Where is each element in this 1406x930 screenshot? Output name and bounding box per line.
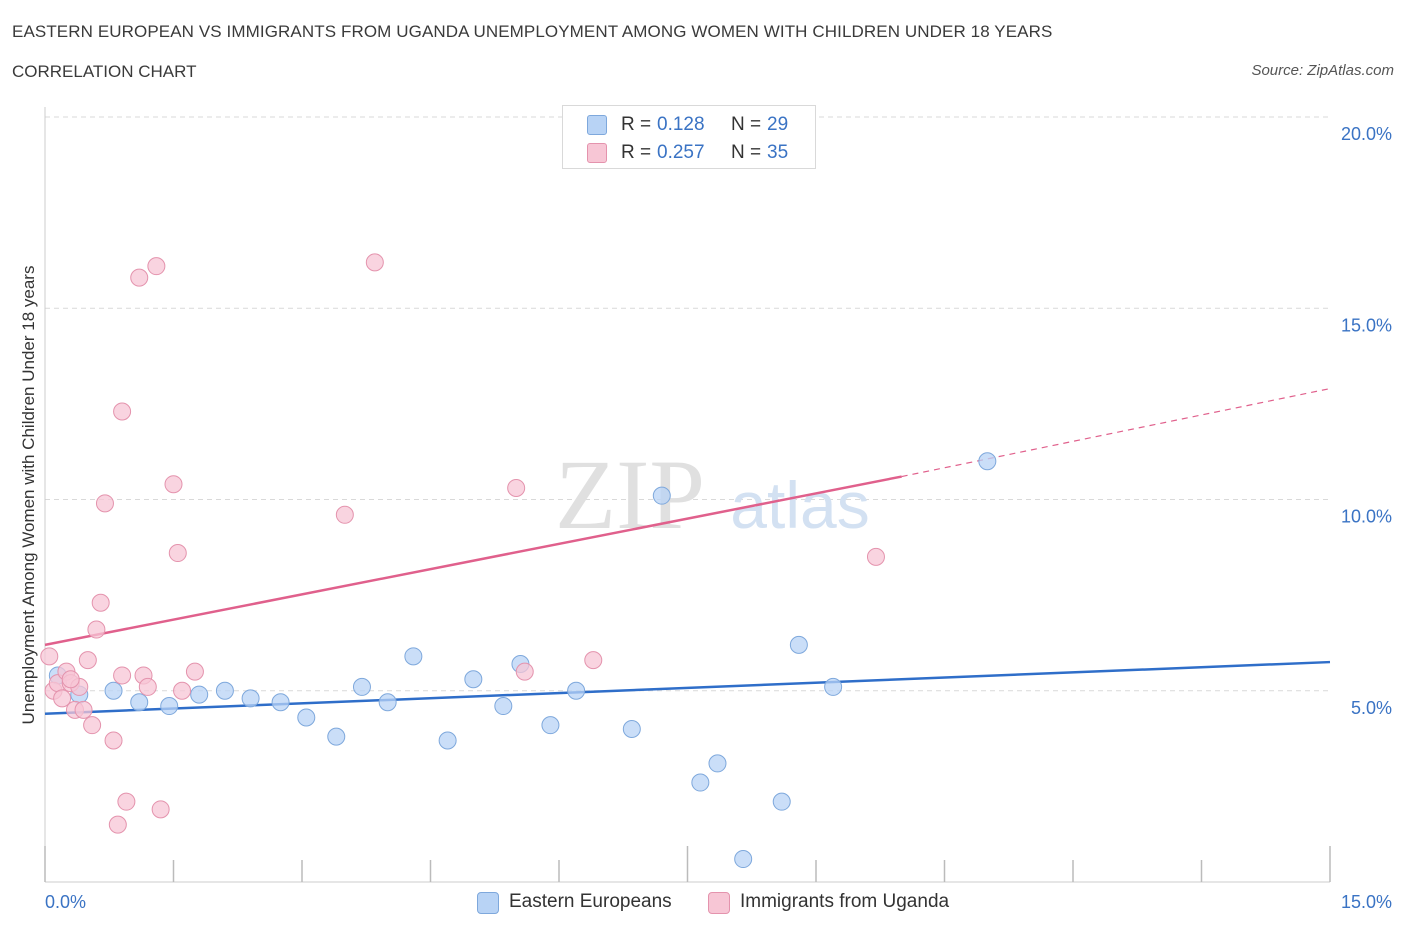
stats-legend: R = 0.128 N = 29 R = 0.257 N = 35 [562,105,816,169]
point-eastern-european [464,670,483,689]
point-uganda [515,662,534,681]
point-eastern-european [691,773,710,792]
point-uganda [584,651,603,670]
point-eastern-european [772,792,791,811]
legend-r-value: 0.128 [657,114,705,135]
point-uganda [83,716,102,735]
source-label: Source: ZipAtlas.com [1251,62,1394,79]
y-tick-label: 20.0% [1341,124,1392,144]
point-uganda [104,731,123,750]
point-uganda [53,689,72,708]
trend-lines [44,387,1331,715]
chart-title: EASTERN EUROPEAN VS IMMIGRANTS FROM UGAN… [12,22,1053,41]
point-uganda [113,666,132,685]
point-eastern-european [130,693,149,712]
point-eastern-european [271,693,290,712]
point-eastern-european [352,677,371,696]
point-uganda [365,253,384,272]
y-tick-label: 5.0% [1351,698,1392,718]
point-uganda [168,544,187,563]
point-uganda [74,700,93,719]
point-eastern-european [978,452,997,471]
point-uganda [173,681,192,700]
point-eastern-european [567,681,586,700]
legend-r-value: 0.257 [657,142,705,163]
point-eastern-european [327,727,346,746]
legend-swatch-pink [587,143,607,163]
point-eastern-european [652,486,671,505]
watermark: ZIP atlas [555,439,870,550]
watermark-zip: ZIP [555,439,705,550]
trend-line-eastern-european [44,660,1331,715]
point-eastern-european [708,754,727,773]
legend-label: Eastern Europeans [509,891,672,912]
trend-line-uganda [44,475,902,647]
point-eastern-european [104,681,123,700]
point-uganda [147,257,166,276]
legend-n-value: 29 [767,114,789,135]
legend-swatch-blue [587,115,607,135]
legend-swatch-pink [708,892,730,914]
legend-n-value: 35 [767,142,789,163]
point-uganda [130,268,149,287]
point-uganda [507,479,526,498]
trend-line-uganda-projection [901,387,1331,478]
point-eastern-european [622,720,641,738]
point-uganda [185,662,204,681]
point-eastern-european [404,647,423,666]
point-eastern-european [541,716,560,735]
point-uganda [164,475,183,494]
chart-subtitle: CORRELATION CHART [12,62,197,81]
legend-r-label: R = [621,114,652,135]
point-uganda [113,402,132,421]
point-uganda [95,494,114,513]
data-points [40,253,997,869]
point-uganda [335,505,354,524]
x-tick-label: 15.0% [1341,892,1392,912]
point-uganda [108,815,127,834]
x-tick-label: 0.0% [45,892,86,912]
point-eastern-european [241,689,260,708]
point-uganda [61,670,80,689]
y-axis-label: Unemployment Among Women with Children U… [19,266,38,725]
point-uganda [78,651,97,670]
point-eastern-european [190,685,209,704]
point-uganda [91,593,110,612]
point-uganda [866,547,885,566]
legend-n-label: N = [731,142,762,163]
point-uganda [151,800,170,819]
point-eastern-european [438,731,457,750]
point-uganda [87,620,106,639]
point-uganda [117,792,136,811]
axes [44,107,1331,883]
point-eastern-european [789,635,808,654]
legend-label: Immigrants from Uganda [740,891,950,912]
point-uganda [40,647,59,666]
legend-swatch-blue [477,892,499,914]
point-eastern-european [297,708,316,727]
point-eastern-european [160,697,179,716]
y-tick-label: 10.0% [1341,507,1392,527]
tick-labels: 5.0% 10.0% 15.0% 20.0% 0.0% 15.0% [45,124,1392,912]
point-eastern-european [378,693,397,712]
point-eastern-european [494,697,513,716]
legend-n-label: N = [731,114,762,135]
grid-lines [45,116,1330,692]
point-eastern-european [215,681,234,700]
point-eastern-european [824,677,843,696]
y-tick-label: 15.0% [1341,315,1392,335]
point-uganda [138,677,157,696]
point-eastern-european [734,850,753,869]
legend-r-label: R = [621,142,652,163]
